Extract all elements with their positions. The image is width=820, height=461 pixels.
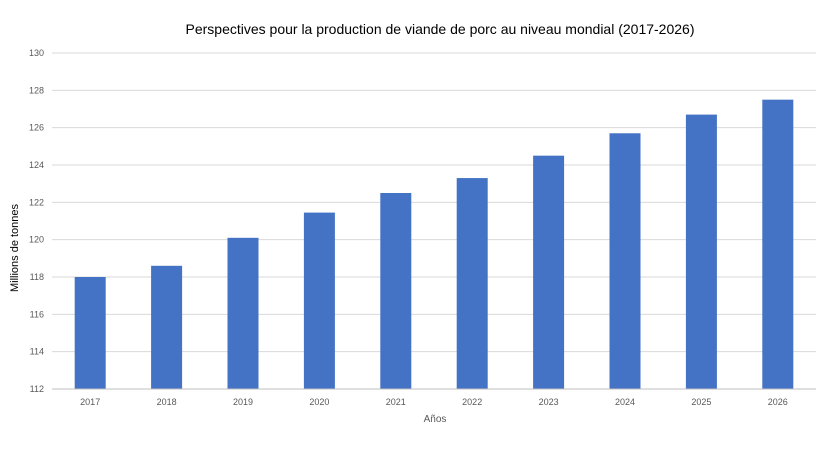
bar-2023 <box>533 155 565 389</box>
x-axis-label: Años <box>424 414 447 425</box>
y-tick-label: 112 <box>30 384 44 394</box>
bar-2024 <box>609 133 641 389</box>
bar-2025 <box>685 114 717 389</box>
bar-2022 <box>456 178 488 389</box>
x-tick-label: 2024 <box>615 397 635 407</box>
x-tick-label: 2022 <box>462 397 482 407</box>
y-axis-ticks: 112 114 116 118 120 122 124 126 128 130 <box>29 48 44 394</box>
y-tick-label: 130 <box>29 48 44 58</box>
x-tick-label: 2018 <box>157 397 177 407</box>
x-tick-label: 2026 <box>768 397 788 407</box>
bar-2018 <box>151 265 183 389</box>
x-tick-label: 2020 <box>309 397 329 407</box>
y-tick-label: 126 <box>29 123 44 133</box>
y-axis-label: Millions de tonnes <box>9 203 21 292</box>
y-tick-label: 120 <box>29 235 44 245</box>
y-tick-label: 114 <box>30 347 44 357</box>
bar-2017 <box>74 277 106 389</box>
x-tick-label: 2025 <box>691 397 711 407</box>
y-tick-label: 124 <box>29 160 44 170</box>
x-tick-label: 2021 <box>386 397 406 407</box>
bar-2019 <box>227 237 259 389</box>
x-tick-label: 2017 <box>80 397 100 407</box>
x-tick-label: 2019 <box>233 397 253 407</box>
bars <box>74 99 794 390</box>
x-axis-ticks: 2017 2018 2019 2020 2021 2022 2023 2024 2025 2026 <box>80 397 788 407</box>
chart-title: Perspectives pour la production de viand… <box>186 21 695 37</box>
x-tick-label: 2023 <box>539 397 559 407</box>
y-tick-label: 116 <box>30 309 44 319</box>
bar-2026 <box>762 99 794 390</box>
y-tick-label: 128 <box>29 85 44 95</box>
y-tick-label: 118 <box>30 272 44 282</box>
bar-2020 <box>303 212 335 389</box>
bar-2021 <box>380 193 412 389</box>
y-tick-label: 122 <box>29 197 44 207</box>
